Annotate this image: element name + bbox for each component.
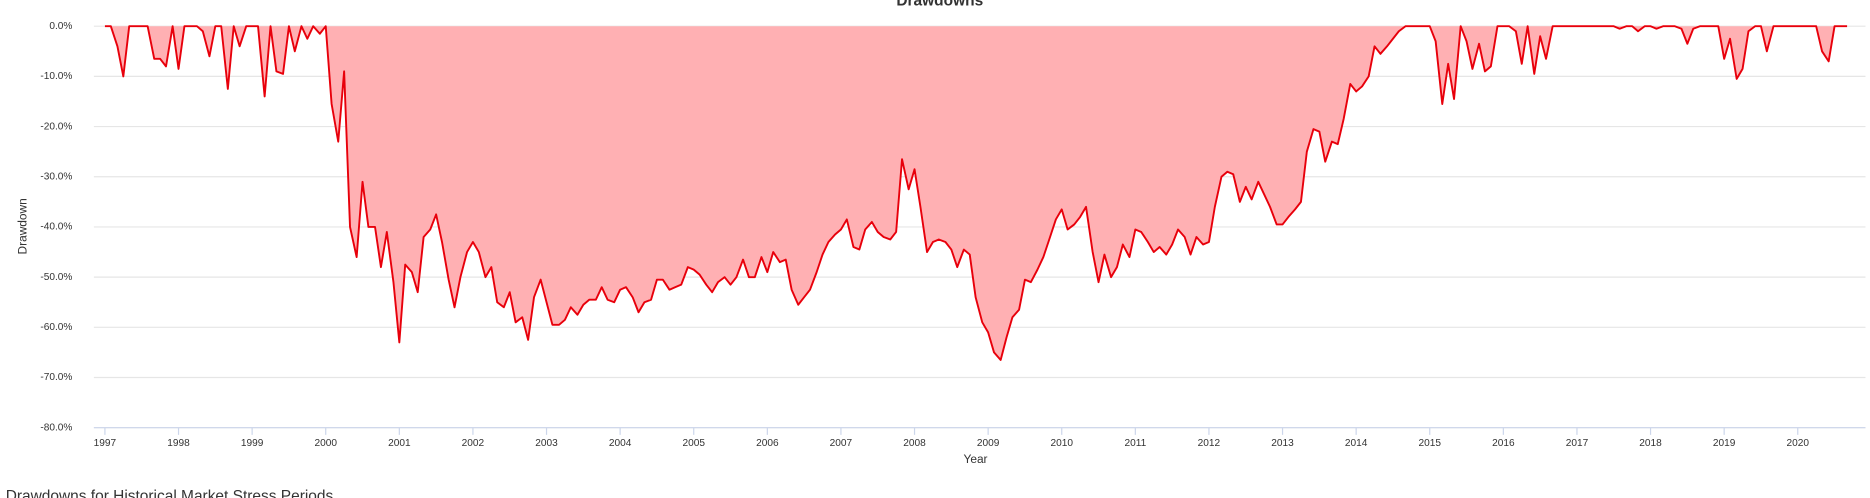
x-tick-label: 2004 [609, 438, 632, 449]
x-tick-label: 2013 [1271, 438, 1294, 449]
x-tick-label: 2017 [1566, 438, 1589, 449]
drawdown-line [104, 25, 1848, 361]
x-tick-label: 2014 [1345, 438, 1368, 449]
x-tick-label: 1999 [241, 438, 264, 449]
y-tick-label: -40.0% [40, 222, 72, 233]
x-tick-label: 2002 [462, 438, 485, 449]
y-tick-label: -20.0% [40, 121, 72, 132]
x-tick-label: 2010 [1050, 438, 1073, 449]
x-tick-label: 2016 [1492, 438, 1515, 449]
x-tick-label: 1998 [167, 438, 190, 449]
x-tick-label: 2009 [977, 438, 1000, 449]
x-tick-label: 2011 [1124, 438, 1146, 449]
y-tick-label: -50.0% [40, 272, 72, 283]
footer-text: Drawdowns for Historical Market Stress P… [6, 488, 334, 498]
y-tick-label: -80.0% [40, 422, 72, 433]
x-tick-label: 2000 [314, 438, 337, 449]
x-tick-label: 2018 [1639, 438, 1662, 449]
x-tick-label: 2019 [1713, 438, 1736, 449]
y-tick-label: -10.0% [40, 71, 72, 82]
x-axis-label: Year [963, 452, 987, 466]
chart-title: Drawdowns [896, 0, 983, 9]
x-tick-label: 2007 [830, 438, 853, 449]
x-tick-label: 2012 [1198, 438, 1221, 449]
y-tick-label: -30.0% [40, 171, 72, 182]
x-tick-label: 2001 [388, 438, 411, 449]
y-tick-label: 0.0% [49, 21, 72, 32]
x-tick-label: 2005 [682, 438, 705, 449]
x-tick-label: 1997 [94, 438, 117, 449]
y-tick-label: -60.0% [40, 322, 72, 333]
y-tick-label: -70.0% [40, 372, 72, 383]
x-tick-label: 2008 [903, 438, 926, 449]
x-tick-label: 2015 [1419, 438, 1442, 449]
x-tick-label: 2020 [1787, 438, 1810, 449]
drawdown-area [104, 26, 1848, 360]
x-tick-label: 2006 [756, 438, 779, 449]
x-tick-label: 2003 [535, 438, 558, 449]
y-axis-label: Drawdown [16, 198, 30, 254]
